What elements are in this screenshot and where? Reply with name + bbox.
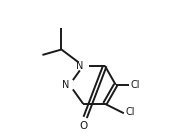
Text: Cl: Cl [131, 80, 140, 90]
Text: Cl: Cl [125, 107, 135, 117]
Text: N: N [76, 61, 83, 71]
Text: O: O [79, 121, 87, 131]
Text: N: N [62, 80, 70, 90]
